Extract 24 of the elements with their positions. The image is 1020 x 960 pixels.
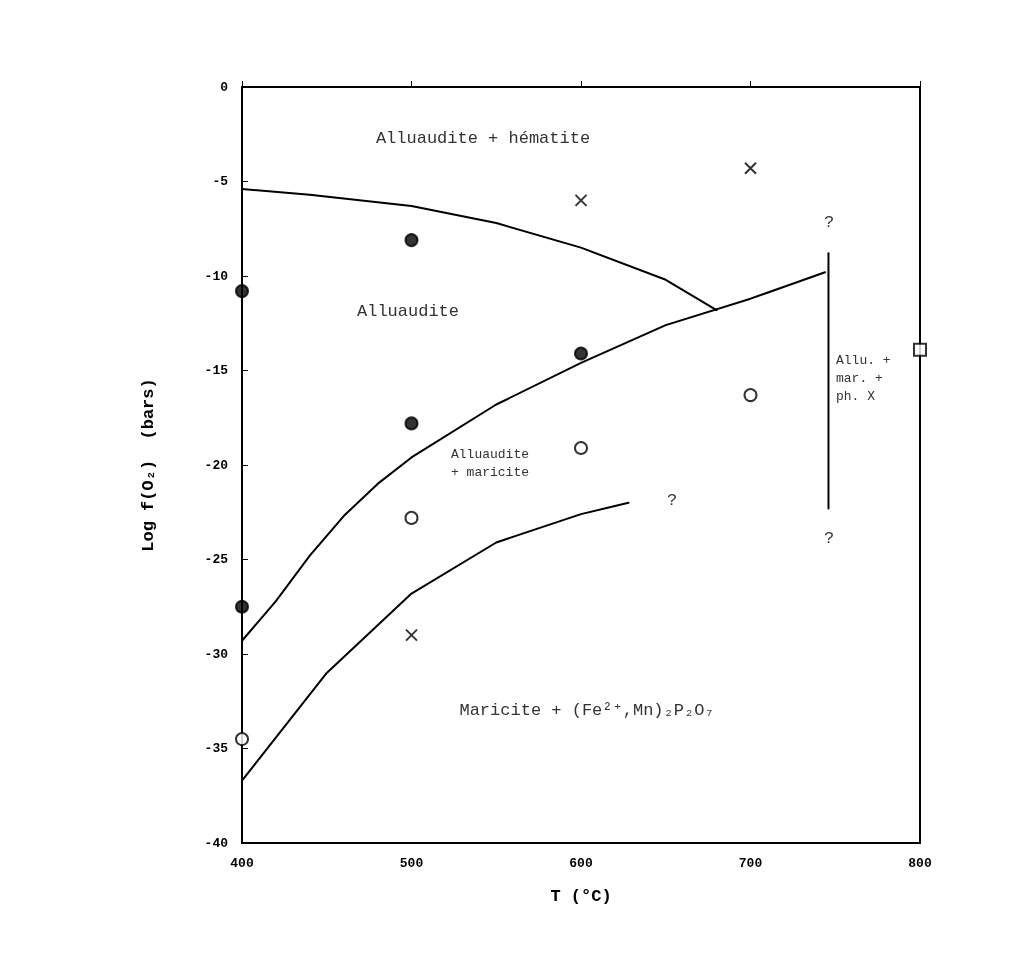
x-tick-label: 800 bbox=[908, 856, 932, 871]
y-tick-label: 0 bbox=[220, 79, 229, 95]
annotation: Alluaudite + maricite bbox=[450, 446, 530, 480]
x-axis-title: T (°C) bbox=[550, 887, 612, 906]
annotation: Maricite + (Fe²⁺,Mn)₂P₂O₇ bbox=[459, 700, 715, 720]
y-tick-label: -25 bbox=[204, 552, 229, 567]
annotation: ? bbox=[823, 212, 835, 232]
y-axis-title: Log f(O₂) (bars) bbox=[139, 378, 158, 552]
y-tick-label: -35 bbox=[204, 741, 229, 756]
y-tick-label: -10 bbox=[204, 268, 229, 284]
y-tick-label: -5 bbox=[212, 174, 229, 189]
x-tick-label: 700 bbox=[738, 856, 763, 871]
annotation: ? bbox=[823, 528, 835, 548]
y-tick-label: -15 bbox=[204, 363, 229, 378]
annotation: ? bbox=[666, 490, 678, 510]
x-tick-label: 500 bbox=[399, 856, 424, 871]
y-tick-label: -40 bbox=[204, 835, 229, 851]
annotation: Allu. + mar. + ph. X bbox=[836, 352, 891, 404]
y-tick-label: -30 bbox=[204, 646, 229, 662]
x-tick-label: 400 bbox=[230, 856, 254, 871]
annotation: Alluaudite bbox=[356, 301, 460, 321]
x-tick-label: 600 bbox=[569, 856, 593, 871]
y-tick-label: -20 bbox=[204, 457, 229, 473]
annotation: Alluaudite + hématite bbox=[375, 128, 591, 148]
